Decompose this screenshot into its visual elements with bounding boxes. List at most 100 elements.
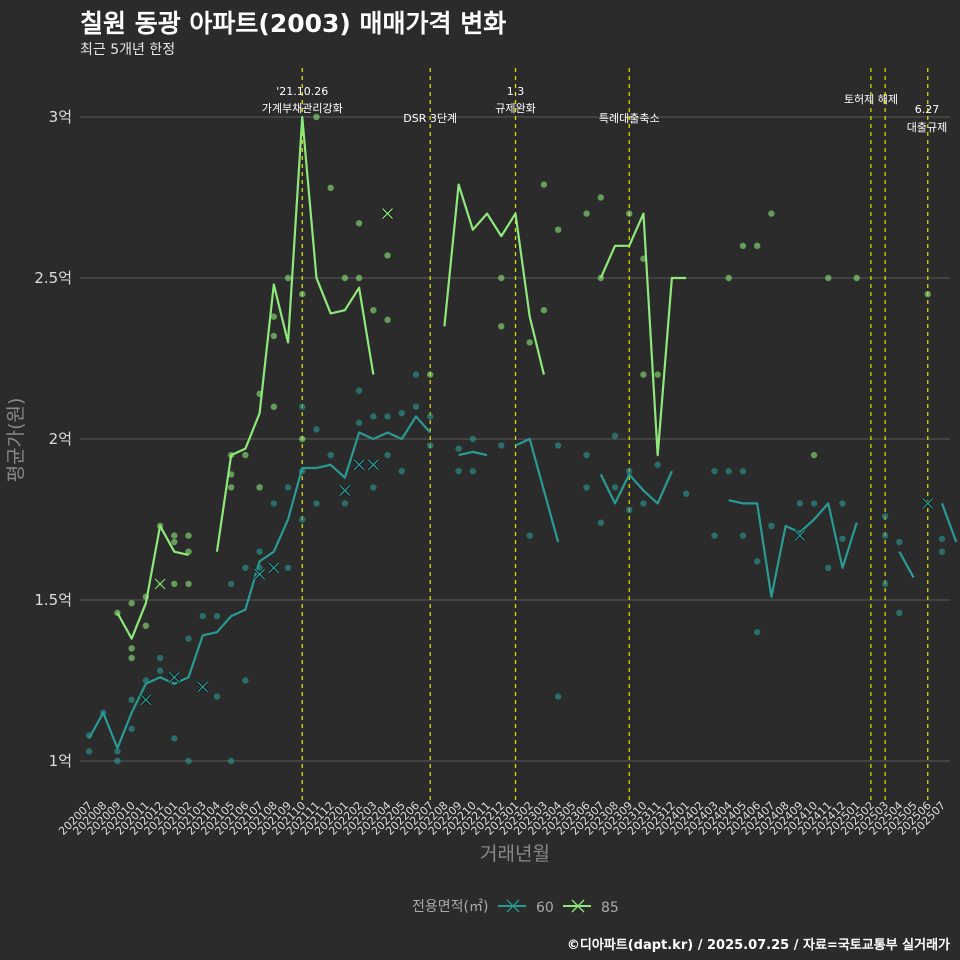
x-marker-60: [196, 680, 209, 694]
x-marker-60: [353, 458, 366, 471]
source-caption: ©디아파트(dapt.kr) / 2025.07.25 / 자료=국토교통부 실…: [566, 938, 950, 953]
data-point-60: [455, 445, 462, 452]
data-point-85: [128, 645, 135, 652]
data-point-60: [611, 484, 619, 491]
x-marker-60: [139, 693, 152, 706]
data-point-60: [881, 513, 889, 520]
data-point-85: [185, 580, 192, 588]
series-line-60: [940, 503, 958, 543]
x-marker-stroke: [382, 208, 394, 220]
data-point-60: [896, 609, 903, 617]
data-point-85: [370, 307, 377, 314]
legend-label-60: 60: [536, 900, 554, 916]
data-point-60: [881, 580, 889, 588]
data-point-85: [384, 252, 391, 259]
data-point-85: [227, 484, 235, 491]
data-point-60: [171, 735, 178, 742]
x-tick-labels: 2020072020082020092020102020112020122021…: [56, 799, 948, 838]
data-point-60: [128, 725, 135, 732]
data-point-85: [341, 274, 349, 282]
x-marker-60: [793, 529, 806, 542]
data-point-60: [284, 564, 292, 571]
x-marker-stroke: [197, 681, 209, 693]
y-tick-label: 2억: [49, 430, 72, 448]
event-label: 토허제 해제: [844, 92, 898, 106]
data-point-60: [398, 468, 405, 475]
x-markers: [139, 207, 934, 706]
data-point-85: [171, 538, 178, 546]
data-point-60: [768, 522, 775, 530]
data-point-60: [227, 757, 235, 765]
event-label: 특례대출축소: [599, 112, 660, 125]
y-tick-label: 2.5억: [34, 269, 72, 287]
y-tick-label: 1.5억: [34, 591, 72, 609]
data-point-85: [270, 313, 278, 320]
data-point-85: [171, 532, 178, 539]
series-line-85: [116, 524, 189, 640]
legend: 전용면적(㎡) 60 85: [412, 899, 619, 916]
data-point-60: [370, 413, 377, 420]
x-marker-stroke: [353, 459, 365, 471]
data-point-60: [412, 371, 420, 378]
data-point-60: [313, 500, 320, 507]
data-point-60: [370, 484, 377, 491]
data-point-60: [839, 535, 846, 543]
data-point-85: [924, 290, 931, 298]
data-point-60: [355, 419, 363, 427]
series-line-60: [88, 415, 432, 750]
data-point-60: [185, 635, 192, 642]
data-point-85: [185, 548, 192, 555]
x-marker-60: [267, 561, 280, 574]
data-point-85: [256, 484, 263, 491]
series-line-60: [898, 551, 915, 578]
series-line-85: [443, 183, 546, 375]
data-point-85: [540, 181, 548, 188]
data-point-60: [739, 532, 747, 539]
x-marker-stroke: [154, 578, 166, 590]
event-label: 규제완화: [495, 102, 535, 115]
data-point-85: [355, 220, 363, 227]
data-point-85: [853, 274, 860, 282]
data-point-85: [185, 532, 192, 539]
data-point-60: [114, 748, 121, 755]
data-point-60: [256, 548, 263, 555]
x-marker-stroke: [922, 497, 934, 509]
data-point-85: [128, 600, 135, 607]
x-marker-60: [338, 484, 351, 497]
x-marker-stroke: [794, 530, 806, 542]
data-point-60: [427, 442, 434, 449]
chart-subtitle: 최근 5개년 한정: [80, 42, 176, 58]
data-point-60: [640, 500, 647, 507]
data-point-60: [626, 506, 633, 514]
data-point-85: [640, 371, 647, 378]
x-marker-stroke: [254, 568, 266, 580]
data-point-60: [213, 612, 221, 620]
x-marker-85: [381, 207, 394, 220]
data-point-60: [242, 564, 249, 571]
data-point-85: [626, 210, 633, 217]
data-point-85: [313, 113, 320, 121]
data-point-85: [498, 323, 505, 330]
data-point-85: [270, 403, 278, 410]
x-marker-60: [921, 497, 934, 510]
data-point-60: [327, 451, 334, 459]
data-point-85: [171, 580, 178, 588]
data-point-60: [156, 654, 164, 662]
y-axis-title: 평균가(원): [5, 398, 27, 483]
data-point-60: [611, 432, 619, 439]
data-point-60: [156, 667, 164, 675]
data-point-60: [242, 677, 249, 684]
data-point-60: [725, 468, 732, 475]
data-point-60: [313, 426, 320, 433]
data-point-60: [469, 468, 477, 475]
data-point-85: [355, 274, 363, 282]
y-tick-labels: 1억 1.5억 2억 2.5억 3억: [34, 108, 72, 770]
chart-title: 칠원 동광 아파트(2003) 매매가격 변화: [80, 9, 507, 38]
data-point-85: [299, 290, 306, 298]
data-point-85: [739, 242, 747, 249]
data-point-60: [114, 757, 121, 765]
data-point-85: [554, 226, 562, 233]
data-point-60: [583, 484, 590, 491]
y-tick-label: 3억: [49, 108, 72, 126]
